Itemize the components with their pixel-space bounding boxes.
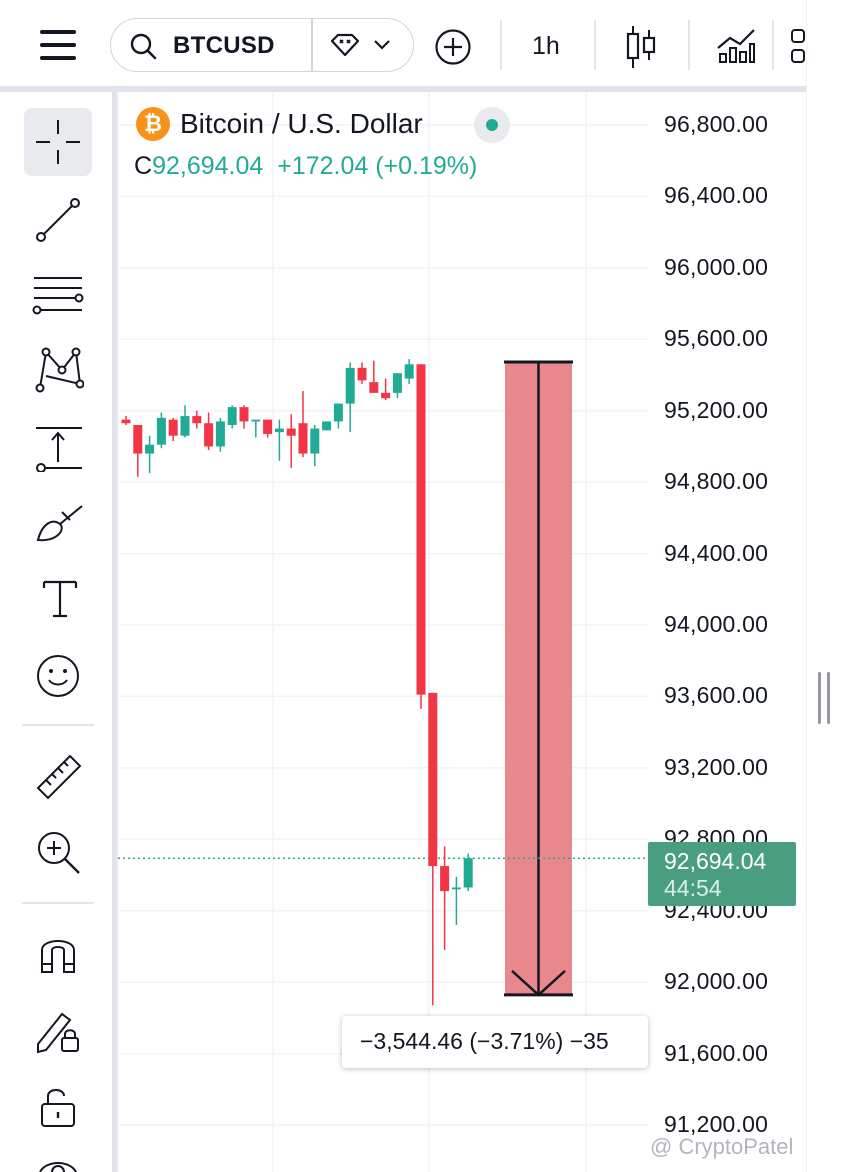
price-tick-label: 91,200.00 (664, 1111, 769, 1137)
measure-value: −3,544.46 (−3.71%) −35 (360, 1028, 609, 1054)
crosshair-icon[interactable] (34, 118, 82, 166)
symbol-search[interactable]: BTCUSD (110, 18, 414, 72)
measure-label: −3,544.46 (−3.71%) −35 (342, 1016, 648, 1068)
candle-body (251, 419, 261, 422)
candle-body (156, 417, 166, 445)
price-tick-label: 96,000.00 (664, 253, 769, 280)
chevron-down-icon[interactable] (373, 39, 391, 51)
interval-button[interactable]: 1h (532, 32, 560, 60)
legend-values: C92,694.04 +172.04 (+0.19%) (134, 152, 477, 181)
close-value: 92,694.04 (152, 152, 264, 180)
candle-body (451, 887, 461, 890)
projection-icon[interactable] (34, 424, 84, 472)
candle-body (369, 382, 379, 393)
price-tick-label: 95,600.00 (664, 325, 769, 352)
candle-body (345, 367, 355, 404)
candle-body (215, 421, 225, 447)
active-tool-highlight (24, 108, 92, 176)
candle-body (392, 373, 402, 393)
toolbar-divider (22, 902, 94, 904)
drawing-toolbar (0, 92, 112, 1172)
brush-icon[interactable] (34, 502, 86, 546)
candle-body (440, 866, 450, 892)
symbol-name[interactable]: BTCUSD (173, 32, 275, 59)
more-icon[interactable] (790, 28, 806, 64)
topbar-divider (0, 86, 806, 92)
zoom-in-icon[interactable] (36, 830, 82, 876)
unlock-icon[interactable] (38, 1086, 78, 1128)
plus-circle-icon[interactable] (434, 28, 472, 66)
candle-body (310, 428, 320, 454)
last-price-tag: 92,694.04 44:54 (648, 842, 796, 906)
diamond-icon[interactable] (329, 33, 361, 57)
candle-body (121, 419, 131, 424)
text-icon[interactable] (40, 578, 80, 620)
price-tick-label: 96,800.00 (664, 111, 769, 137)
bar-countdown: 44:54 (664, 875, 722, 901)
right-panel-strip (806, 0, 847, 1172)
magnet-icon[interactable] (38, 930, 78, 974)
ruler-icon[interactable] (34, 752, 84, 802)
candle-body (357, 367, 367, 381)
market-status-icon[interactable] (474, 107, 510, 143)
resize-handle[interactable] (818, 672, 832, 724)
candle-body (239, 407, 249, 422)
candle-body (274, 428, 284, 433)
price-tick-label: 92,000.00 (664, 968, 769, 995)
candle-body (263, 419, 273, 434)
trend-line-icon[interactable] (34, 196, 82, 244)
change-value: +172.04 (+0.19%) (277, 152, 478, 180)
lock-drawing-icon[interactable] (34, 1008, 82, 1054)
candle-body (168, 419, 178, 436)
candle-body (381, 392, 391, 399)
top-toolbar: BTCUSD 1h (0, 0, 806, 92)
price-tick-label: 94,000.00 (664, 611, 769, 637)
price-tick-label: 91,600.00 (664, 1039, 769, 1066)
price-tick-label: 94,400.00 (664, 539, 769, 566)
close-label: C (134, 152, 153, 180)
candles-icon[interactable] (624, 24, 658, 70)
candle-body (428, 692, 438, 867)
candle-body (145, 444, 155, 454)
candle-body (133, 425, 143, 454)
emoji-icon[interactable] (36, 654, 80, 698)
candle-body (227, 407, 237, 425)
fib-levels-icon[interactable] (32, 272, 84, 320)
watermark: @ CryptoPatel (650, 1134, 794, 1159)
search-icon (130, 33, 157, 60)
eye-icon[interactable] (38, 1156, 78, 1172)
pattern-icon[interactable] (34, 346, 84, 394)
last-price-value: 92,694.04 (664, 848, 767, 874)
price-chart[interactable] (0, 0, 806, 1172)
price-tick-label: 93,600.00 (664, 682, 769, 709)
candle-body (404, 364, 414, 379)
candle-body (416, 364, 426, 695)
legend-title[interactable]: Bitcoin / U.S. Dollar (180, 108, 423, 139)
chart-divider (112, 92, 118, 1172)
price-tick-label: 94,800.00 (664, 468, 769, 495)
bitcoin-logo-icon: ₿ (136, 107, 170, 141)
indicators-icon[interactable] (716, 26, 756, 64)
candle-body (463, 858, 473, 888)
candle-body (333, 403, 343, 422)
candle-body (286, 428, 296, 436)
price-tick-label: 96,400.00 (664, 182, 769, 209)
price-tick-label: 93,200.00 (664, 753, 769, 780)
candle-body (298, 423, 308, 454)
toolbar-divider (22, 724, 94, 726)
candle-body (204, 423, 214, 447)
candle-body (180, 416, 190, 436)
candle-body (322, 421, 332, 431)
candle-body (192, 416, 202, 424)
measure-range-arrow[interactable] (504, 360, 573, 997)
price-tick-label: 95,200.00 (664, 396, 769, 423)
hamburger-icon[interactable] (40, 30, 76, 62)
